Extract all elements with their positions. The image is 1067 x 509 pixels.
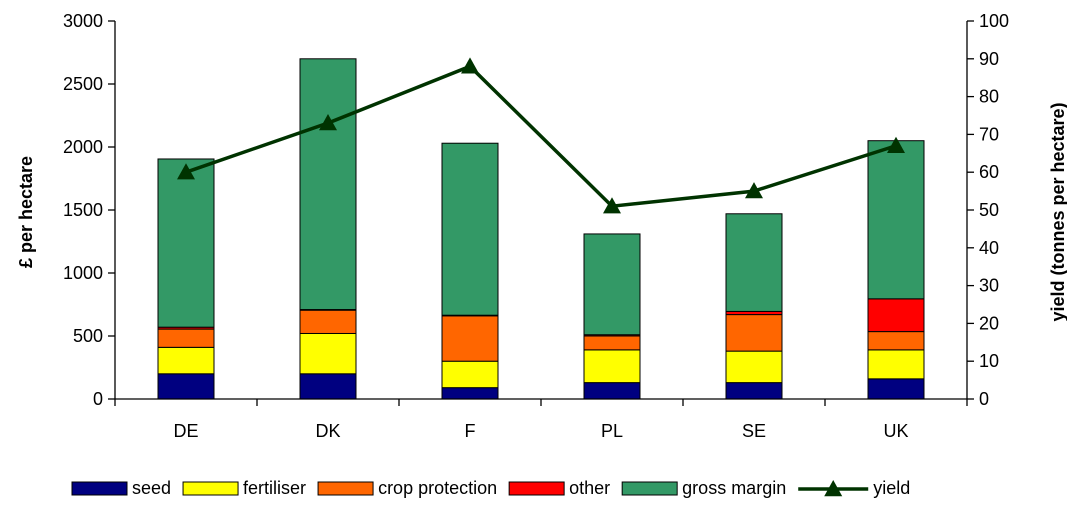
x-tick-label: DE: [173, 421, 198, 441]
legend-swatch-fertiliser: [182, 481, 239, 496]
y-tick-label-right: 50: [979, 200, 999, 220]
bar-seed-de: [157, 373, 215, 400]
y-axis-title-left: £ per hectare: [16, 156, 36, 268]
bar-fertiliser-se: [725, 350, 783, 384]
bar-crop-protection-se: [725, 314, 783, 352]
bar-fertiliser-dk: [299, 332, 357, 375]
legend-label-other: other: [569, 478, 610, 498]
bar-seed-f: [441, 387, 499, 400]
bar-fertiliser-pl: [583, 349, 641, 384]
y-tick-label-right: 10: [979, 351, 999, 371]
bar-fertiliser-de: [157, 346, 215, 375]
y-tick-label-right: 100: [979, 11, 1009, 31]
legend-label-gross-margin: gross margin: [682, 478, 786, 498]
yield-point-f: [461, 57, 479, 74]
x-tick-label: DK: [315, 421, 340, 441]
legend: seed fertiliser crop protection other gross …: [71, 478, 910, 498]
bar-crop-protection-dk: [299, 309, 357, 334]
yield-point-pl: [603, 197, 621, 214]
y-tick-label-right: 20: [979, 313, 999, 333]
x-tick-label: SE: [742, 421, 766, 441]
y-tick-label-left: 3000: [63, 11, 103, 31]
y-tick-label-right: 80: [979, 87, 999, 107]
bar-gross-margin-uk: [867, 140, 925, 300]
axes: 0 500 1000 1500 2000 2500 3000 0 10 20 30 40 50 60 70 8…: [63, 11, 1009, 441]
y-tick-label-right: 0: [979, 389, 989, 409]
bar-gross-margin-f: [441, 142, 499, 316]
legend-label-yield: yield: [873, 478, 910, 498]
y-tick-label-left: 2000: [63, 137, 103, 157]
legend-swatch-gross-margin: [621, 481, 678, 496]
bar-fertiliser-f: [441, 360, 499, 389]
yield-line: [185, 64, 897, 209]
legend-swatch-other: [508, 481, 565, 496]
y-tick-label-left: 500: [73, 326, 103, 346]
x-tick-label: UK: [883, 421, 908, 441]
y-tick-label-right: 30: [979, 276, 999, 296]
bar-seed-pl: [583, 382, 641, 400]
yield-line-layer: [177, 57, 905, 214]
y-tick-label-right: 40: [979, 238, 999, 258]
bar-layer: [157, 58, 925, 400]
y-tick-label-left: 2500: [63, 74, 103, 94]
bar-seed-uk: [867, 378, 925, 400]
bar-crop-protection-de: [157, 328, 215, 348]
bar-gross-margin-pl: [583, 233, 641, 336]
bar-gross-margin-dk: [299, 58, 357, 311]
bar-fertiliser-uk: [867, 349, 925, 380]
x-tick-label: F: [465, 421, 476, 441]
bar-crop-protection-pl: [583, 335, 641, 351]
y-tick-label-left: 0: [93, 389, 103, 409]
yield-point-se: [745, 182, 763, 199]
yield-point-dk: [319, 114, 337, 131]
legend-label-fertiliser: fertiliser: [243, 478, 306, 498]
legend-swatch-crop-protection: [317, 481, 374, 496]
legend-marker-yield: [824, 480, 843, 497]
y-axis-title-right: yield (tonnes per hectare): [1048, 102, 1067, 321]
bar-seed-se: [725, 382, 783, 400]
legend-label-seed: seed: [132, 478, 171, 498]
bar-crop-protection-f: [441, 315, 499, 362]
y-tick-label-right: 90: [979, 49, 999, 69]
bar-other-uk: [867, 298, 925, 333]
bar-gross-margin-se: [725, 213, 783, 312]
x-tick-label: PL: [601, 421, 623, 441]
y-tick-label-left: 1000: [63, 263, 103, 283]
legend-label-crop-protection: crop protection: [378, 478, 497, 498]
yield-point-uk: [887, 136, 905, 153]
bar-gross-margin-de: [157, 158, 215, 328]
y-tick-label-left: 1500: [63, 200, 103, 220]
y-tick-label-right: 70: [979, 124, 999, 144]
y-tick-label-right: 60: [979, 162, 999, 182]
yield-point-de: [177, 163, 195, 180]
legend-swatch-seed: [71, 481, 128, 496]
bar-crop-protection-uk: [867, 331, 925, 351]
bar-seed-dk: [299, 373, 357, 400]
